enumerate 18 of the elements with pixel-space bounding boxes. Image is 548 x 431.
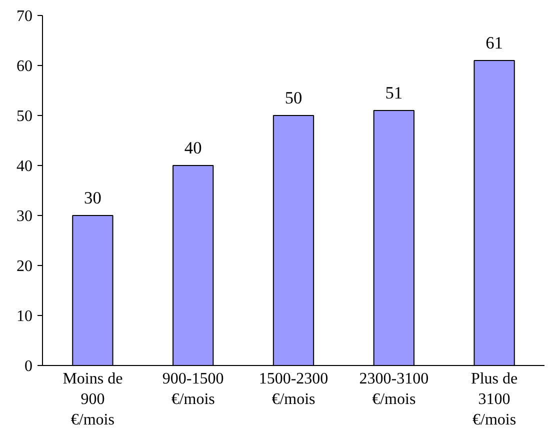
data-label: 30 <box>84 188 102 208</box>
x-tick-label: Plus de 3100 €/mois <box>470 370 518 428</box>
x-tick-label: 2300-3100 €/mois <box>359 370 429 408</box>
data-label: 51 <box>385 84 403 102</box>
y-tick-label: 40 <box>16 158 32 175</box>
x-tick-label: Moins de 900 €/mois <box>62 370 123 428</box>
y-tick-label: 50 <box>16 108 32 125</box>
y-tick-label: 10 <box>16 308 32 325</box>
data-label: 61 <box>486 34 503 52</box>
data-label: 40 <box>184 138 202 158</box>
y-tick-label: 30 <box>16 208 32 225</box>
x-tick-label: 900-1500 €/mois <box>162 370 224 408</box>
y-tick-label: 0 <box>24 358 32 375</box>
y-tick-label: 20 <box>16 258 32 275</box>
data-label: 50 <box>284 88 302 108</box>
x-tick-label: 1500-2300 €/mois <box>258 370 328 408</box>
y-tick-label: 60 <box>16 58 32 75</box>
y-tick-label: 70 <box>16 8 32 25</box>
